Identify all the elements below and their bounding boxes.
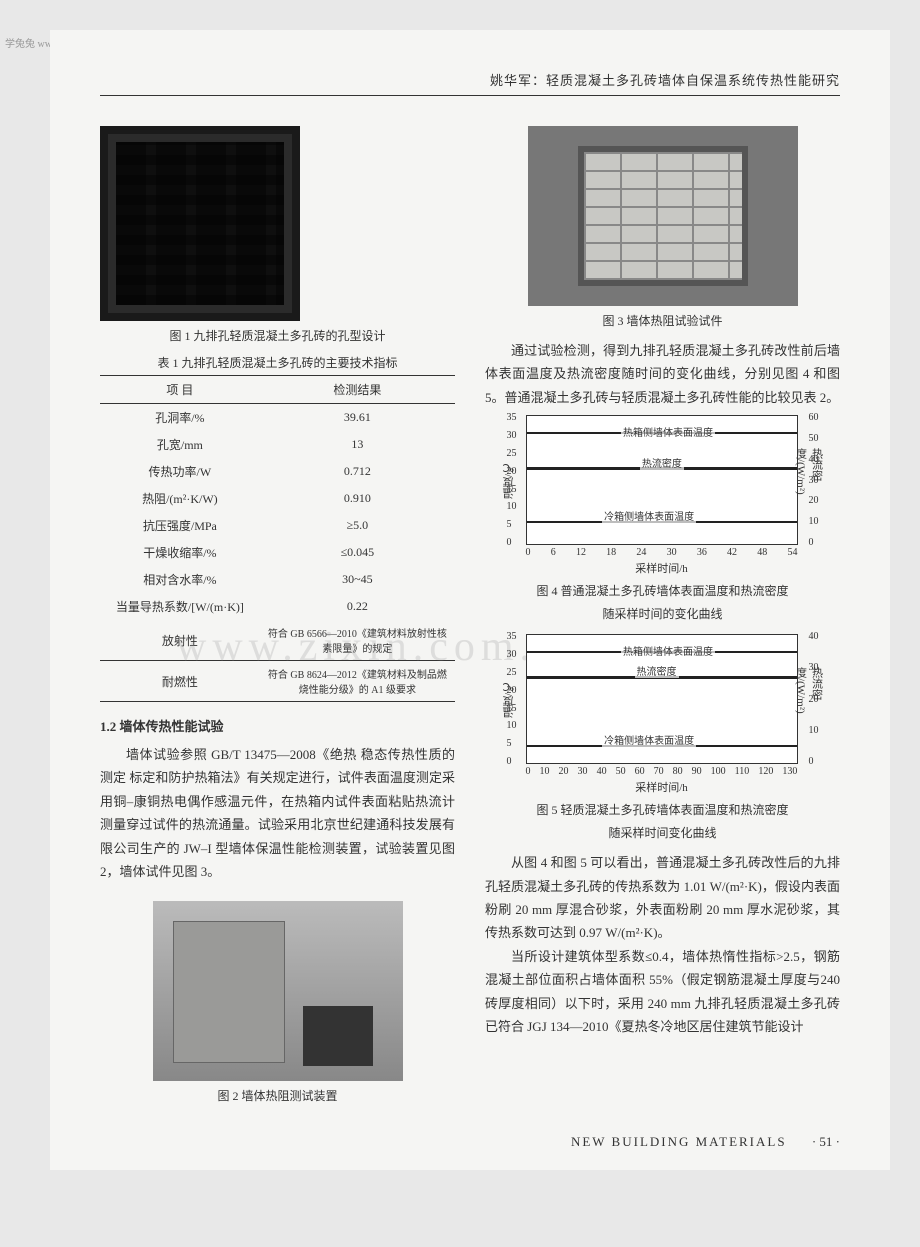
t1-r9c1: 符合 GB 8624—2012《建筑材料及制品燃烧性能分级》的 A1 级要求 — [260, 661, 455, 702]
t1-r2c1: 0.712 — [260, 458, 455, 485]
chart-5-xticks: 0102030405060708090100110120130 — [526, 766, 798, 777]
chart-5-label-hot: 热箱侧墙体表面温度 — [621, 643, 715, 658]
table-1: 项 目 检测结果 孔洞率/%39.61 孔宽/mm13 传热功率/W0.712 … — [100, 375, 455, 702]
figure-2-caption: 图 2 墙体热阻测试装置 — [100, 1087, 455, 1104]
t1-r5c0: 干燥收缩率/% — [100, 539, 260, 566]
figure-4-caption-1: 图 4 普通混凝土多孔砖墙体表面温度和热流密度 — [485, 582, 840, 599]
running-head: 姚华军：轻质混凝土多孔砖墙体自保温系统传热性能研究 — [100, 70, 840, 96]
figure-2-image — [153, 901, 403, 1081]
t1-r6c1: 30~45 — [260, 566, 455, 593]
para-1-2: 墙体试验参照 GB/T 13475—2008《绝热 稳态传热性质的测定 标定和防… — [100, 743, 455, 883]
figure-3-image — [528, 126, 798, 306]
table-1-head-1: 检测结果 — [260, 376, 455, 404]
t1-r1c0: 孔宽/mm — [100, 431, 260, 458]
section-1-2-title: 1.2 墙体传热性能试验 — [100, 716, 455, 735]
t1-r2c0: 传热功率/W — [100, 458, 260, 485]
left-column: 图 1 九排孔轻质混凝土多孔砖的孔型设计 表 1 九排孔轻质混凝土多孔砖的主要技… — [100, 116, 455, 1114]
figure-3: 图 3 墙体热阻试验试件 — [485, 126, 840, 329]
footer-page-number: · 51 · — [812, 1134, 840, 1149]
table-1-caption: 表 1 九排孔轻质混凝土多孔砖的主要技术指标 — [100, 354, 455, 371]
para-right-1: 通过试验检测，得到九排孔轻质混凝土多孔砖改性前后墙体表面温度及热流密度随时间的变… — [485, 339, 840, 409]
figure-5-chart: 温度/℃ 热流密度/(W/m²) 05101520253035 01020304… — [498, 634, 828, 795]
page: 姚华军：轻质混凝土多孔砖墙体自保温系统传热性能研究 www.zixin.com.… — [50, 30, 890, 1170]
right-column: 图 3 墙体热阻试验试件 通过试验检测，得到九排孔轻质混凝土多孔砖改性前后墙体表… — [485, 116, 840, 1114]
chart-5-yticks: 05101520253035 — [507, 631, 517, 767]
figure-2: 图 2 墙体热阻测试装置 — [100, 901, 455, 1104]
chart-4-area: 温度/℃ 热流密度/(W/m²) 05101520253035 01020304… — [526, 415, 798, 545]
t1-r3c1: 0.910 — [260, 485, 455, 512]
chart-5-label-flux: 热流密度 — [635, 663, 679, 678]
t1-r8c0: 放射性 — [100, 620, 260, 661]
chart-5-xlabel: 采样时间/h — [526, 779, 798, 795]
t1-r9c0: 耐燃性 — [100, 661, 260, 702]
t1-r0c0: 孔洞率/% — [100, 404, 260, 432]
t1-r4c1: ≥5.0 — [260, 512, 455, 539]
figure-3-caption: 图 3 墙体热阻试验试件 — [485, 312, 840, 329]
t1-r6c0: 相对含水率/% — [100, 566, 260, 593]
para-right-2: 从图 4 和图 5 可以看出，普通混凝土多孔砖改性后的九排孔轻质混凝土多孔砖的传… — [485, 851, 840, 945]
chart-5-y2ticks: 010203040 — [809, 631, 819, 767]
t1-r7c1: 0.22 — [260, 593, 455, 620]
figure-4-chart: 温度/℃ 热流密度/(W/m²) 05101520253035 01020304… — [498, 415, 828, 576]
chart-5-area: 温度/℃ 热流密度/(W/m²) 05101520253035 01020304… — [526, 634, 798, 764]
figure-5-caption-1: 图 5 轻质混凝土多孔砖墙体表面温度和热流密度 — [485, 801, 840, 818]
chart-5-label-cold: 冷箱侧墙体表面温度 — [602, 732, 696, 747]
chart-4-y2ticks: 0102030405060 — [809, 412, 819, 548]
chart-4-label-cold: 冷箱侧墙体表面温度 — [602, 508, 696, 523]
chart-4-xlabel: 采样时间/h — [526, 560, 798, 576]
t1-r7c0: 当量导热系数/[W/(m·K)] — [100, 593, 260, 620]
chart-4-xticks: 061218243036424854 — [526, 547, 798, 558]
figure-5-caption-2: 随采样时间变化曲线 — [485, 824, 840, 841]
figure-4-caption-2: 随采样时间的变化曲线 — [485, 605, 840, 622]
chart-4-yticks: 05101520253035 — [507, 412, 517, 548]
figure-1: 图 1 九排孔轻质混凝土多孔砖的孔型设计 — [100, 126, 455, 344]
t1-r5c1: ≤0.045 — [260, 539, 455, 566]
t1-r8c1: 符合 GB 6566—2010《建筑材料放射性核素限量》的规定 — [260, 620, 455, 661]
chart-4-label-flux: 热流密度 — [640, 455, 684, 470]
t1-r3c0: 热阻/(m²·K/W) — [100, 485, 260, 512]
table-1-head-0: 项 目 — [100, 376, 260, 404]
t1-r4c0: 抗压强度/MPa — [100, 512, 260, 539]
chart-4-label-hot: 热箱侧墙体表面温度 — [621, 424, 715, 439]
figure-1-image — [100, 126, 300, 321]
figure-1-caption: 图 1 九排孔轻质混凝土多孔砖的孔型设计 — [100, 327, 455, 344]
footer-journal: NEW BUILDING MATERIALS — [571, 1134, 787, 1149]
content-columns: 图 1 九排孔轻质混凝土多孔砖的孔型设计 表 1 九排孔轻质混凝土多孔砖的主要技… — [100, 116, 840, 1114]
t1-r1c1: 13 — [260, 431, 455, 458]
page-footer: NEW BUILDING MATERIALS · 51 · — [571, 1134, 840, 1150]
t1-r0c1: 39.61 — [260, 404, 455, 432]
para-right-3: 当所设计建筑体型系数≤0.4，墙体热惰性指标>2.5，钢筋混凝土部位面积占墙体面… — [485, 945, 840, 1039]
